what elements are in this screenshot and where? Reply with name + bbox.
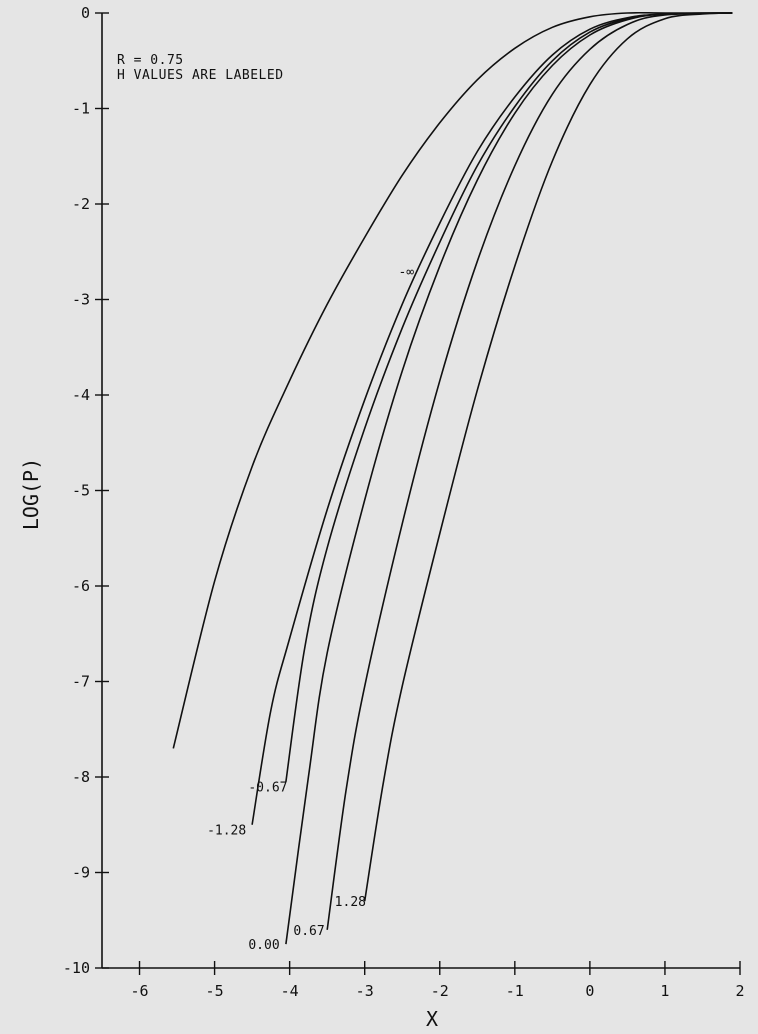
y-tick-label: -8 — [72, 768, 90, 786]
curve-series-5 — [326, 12, 733, 930]
annotation-line-2: H VALUES ARE LABELED — [117, 68, 284, 83]
curve-series-6 — [363, 12, 733, 902]
y-tick-label: -1 — [72, 100, 90, 118]
curve-series-2 — [285, 12, 733, 782]
x-tick-label: -5 — [206, 982, 224, 1000]
x-tick-label: -4 — [281, 982, 299, 1000]
x-tick-label: -6 — [130, 982, 148, 1000]
x-tick-label: -1 — [506, 982, 524, 1000]
y-tick-label: 0 — [81, 4, 90, 22]
curve-series-3 — [251, 12, 733, 825]
y-tick-label: -5 — [72, 482, 90, 500]
x-tick-label: -2 — [431, 982, 449, 1000]
curve-series-4 — [285, 12, 733, 945]
curve-label-series-1: -∞ — [398, 265, 414, 280]
curve-label-series-4: 0.00 — [248, 938, 279, 953]
curve-label-series-6: 1.28 — [335, 895, 366, 910]
y-tick-label: -9 — [72, 864, 90, 882]
y-tick-label: -3 — [72, 291, 90, 309]
x-tick-label: 1 — [660, 982, 669, 1000]
y-tick-label: -4 — [72, 386, 90, 404]
curve-labels: -∞ -0.67 -1.28 0.00 0.67 1.28 — [207, 265, 414, 953]
y-tick-label: -6 — [72, 577, 90, 595]
curve-series-1 — [172, 11, 733, 749]
x-tick-label: 0 — [585, 982, 594, 1000]
curve-label-series-2: -0.67 — [248, 781, 287, 796]
y-tick-label: -2 — [72, 195, 90, 213]
y-axis-title: LOG(P) — [19, 458, 43, 530]
curve-label-series-5: 0.67 — [293, 924, 324, 939]
x-axis-title: X — [426, 1007, 438, 1031]
y-tick-label: -7 — [72, 673, 90, 691]
annotation-line-1: R = 0.75 — [117, 53, 184, 68]
curves — [172, 11, 733, 945]
x-tick-label: 2 — [735, 982, 744, 1000]
axes: 0-1-2-3-4-5-6-7-8-9-10-6 -5 -4 -3 -2 -1 0 1 2 — [63, 4, 745, 1000]
chart-text: R = 0.75 H VALUES ARE LABELED X LOG(P) — [19, 53, 438, 1031]
x-tick-label: -3 — [356, 982, 374, 1000]
curve-label-series-3: -1.28 — [207, 824, 246, 839]
y-tick-label: -10 — [63, 959, 90, 977]
